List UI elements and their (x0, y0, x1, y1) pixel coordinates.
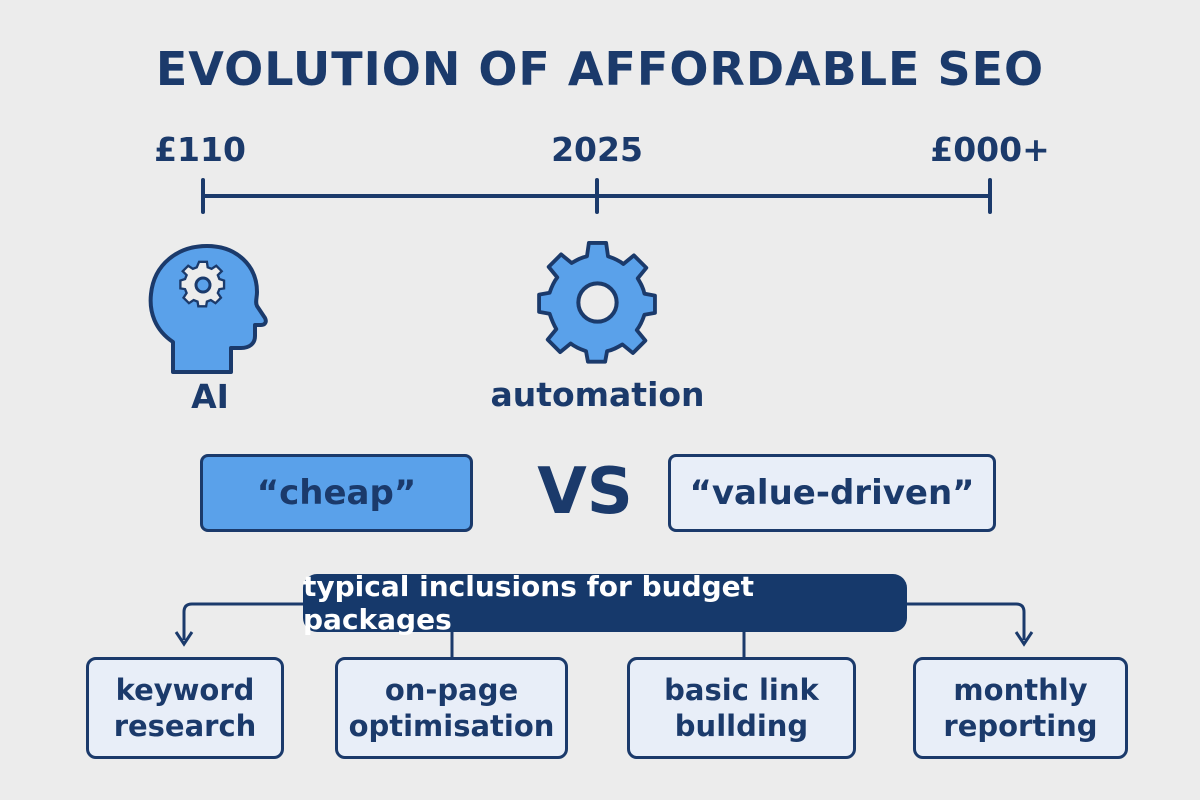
timeline-label-start: £110 (154, 130, 246, 169)
card-line: monthly (953, 672, 1088, 707)
automation-label: automation (490, 375, 705, 414)
brain-gear-icon (179, 260, 226, 308)
timeline-axis (201, 178, 992, 214)
automation-gear-icon (537, 241, 657, 364)
inclusion-card-basic-link-building: basic link bullding (627, 657, 856, 759)
inclusion-card-on-page-optimisation: on-page optimisation (335, 657, 568, 759)
ai-head-icon (148, 244, 268, 374)
card-line: keyword (115, 672, 255, 707)
timeline-label-end: £000+ (930, 130, 1050, 169)
branch-connectors (174, 602, 1034, 657)
vs-label: VS (537, 455, 633, 529)
card-line: research (113, 709, 257, 743)
inclusions-header: typical inclusions for budget packages (303, 570, 907, 636)
card-line: bullding (674, 709, 809, 743)
timeline-label-mid: 2025 (551, 130, 643, 169)
inclusion-card-monthly-reporting: monthly reporting (913, 657, 1128, 759)
cheap-box: “cheap” (200, 454, 473, 532)
card-line: optimisation (348, 709, 555, 743)
card-line: reporting (943, 709, 1098, 743)
inclusion-card-keyword-research: keyword research (86, 657, 284, 759)
card-line: on-page (384, 672, 519, 707)
ai-label: AI (191, 377, 229, 416)
value-driven-box: “value-driven” (668, 454, 996, 532)
page-title: EVOLUTION OF AFFORDABLE SEO (155, 42, 1045, 96)
card-line: basic link (664, 672, 819, 707)
